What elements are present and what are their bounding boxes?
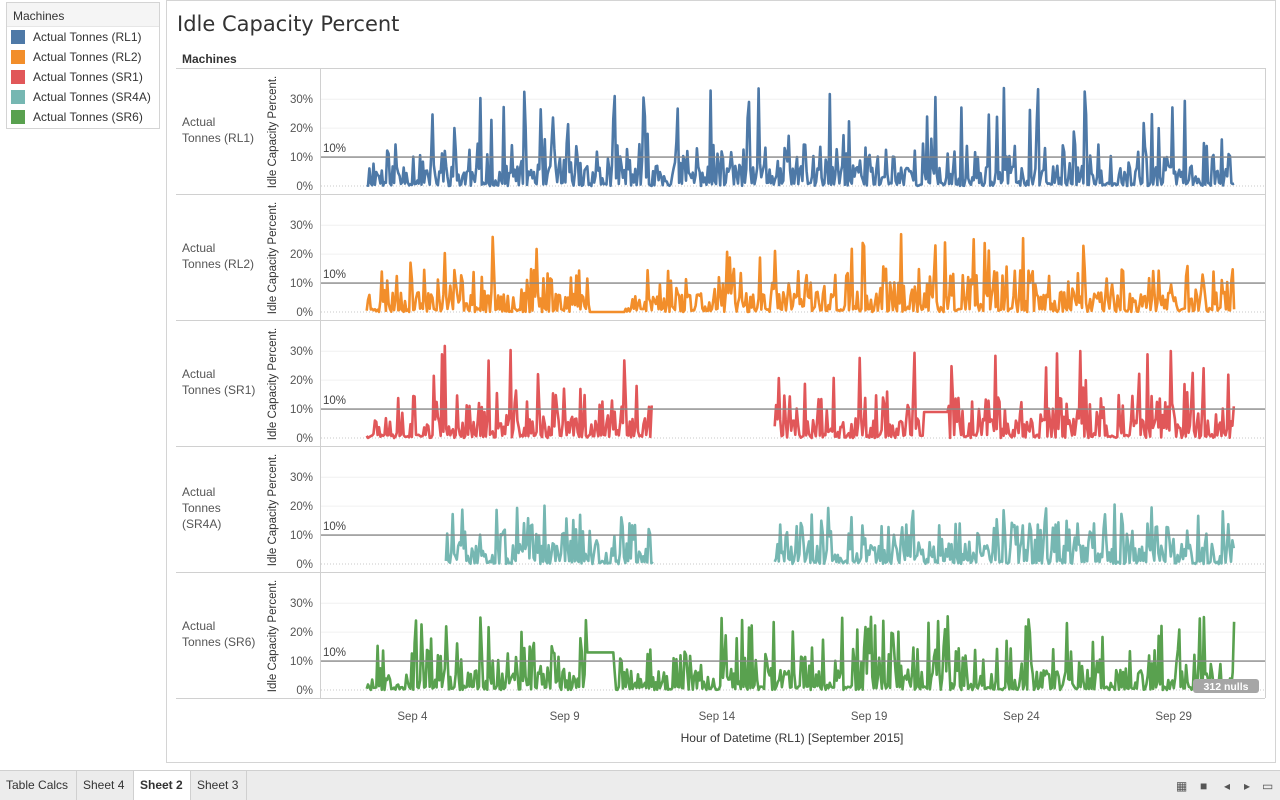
legend: Machines Actual Tonnes (RL1) Actual Tonne… bbox=[6, 2, 160, 129]
y-tick-label: 0% bbox=[296, 559, 313, 571]
series-line bbox=[365, 344, 1236, 440]
y-tick-label: 30% bbox=[290, 94, 313, 106]
y-tick-label: 0% bbox=[296, 307, 313, 319]
facet-header: Machines bbox=[182, 52, 237, 66]
legend-swatch bbox=[11, 110, 25, 124]
sheet-tab[interactable]: Sheet 4 bbox=[77, 771, 134, 800]
series-line bbox=[365, 232, 1236, 314]
y-tick-label: 30% bbox=[290, 598, 313, 610]
sheet-tab[interactable]: Sheet 3 bbox=[191, 771, 247, 800]
y-tick-label: 0% bbox=[296, 181, 313, 193]
reference-line-label: 10% bbox=[323, 395, 346, 407]
reference-line-label: 10% bbox=[323, 521, 346, 533]
row-label: Tonnes (RL2) bbox=[182, 257, 254, 271]
y-tick-label: 20% bbox=[290, 249, 313, 261]
row-label: Tonnes (RL1) bbox=[182, 131, 254, 145]
series-line bbox=[365, 615, 1236, 692]
y-tick-label: 30% bbox=[290, 472, 313, 484]
legend-label: Actual Tonnes (SR6) bbox=[33, 110, 143, 124]
legend-title: Machines bbox=[7, 3, 159, 27]
reference-line-label: 10% bbox=[323, 143, 346, 155]
chart-svg: Machines Actual Tonnes (RL1) Idle Capacity … bbox=[176, 52, 1266, 745]
y-tick-label: 30% bbox=[290, 220, 313, 232]
row-label: Actual bbox=[182, 485, 215, 499]
legend-label: Actual Tonnes (RL2) bbox=[33, 50, 142, 64]
y-tick-label: 20% bbox=[290, 501, 313, 513]
row-label: Tonnes bbox=[182, 501, 221, 515]
facet-panel: Actual Tonnes (RL1) Idle Capacity Percent.… bbox=[176, 68, 1265, 193]
series-line bbox=[366, 86, 1235, 188]
y-tick-label: 0% bbox=[296, 685, 313, 697]
y-tick-label: 0% bbox=[296, 433, 313, 445]
y-tick-label: 20% bbox=[290, 375, 313, 387]
next-sheet-icon[interactable]: ▸ bbox=[1244, 779, 1251, 793]
row-label: Actual bbox=[182, 241, 215, 255]
x-tick-label: Sep 24 bbox=[1003, 711, 1040, 723]
facet-panel: Actual Tonnes (SR6) Idle Capacity Percent.… bbox=[176, 572, 1265, 697]
filmstrip-icon[interactable]: ■ bbox=[1200, 779, 1208, 793]
x-tick-label: Sep 4 bbox=[397, 711, 428, 723]
row-label: Actual bbox=[182, 619, 215, 633]
y-axis-title: Idle Capacity Percent. bbox=[267, 202, 279, 315]
facet-panel: Actual Tonnes (RL2) Idle Capacity Percent.… bbox=[176, 194, 1265, 319]
row-label: Tonnes (SR1) bbox=[182, 383, 255, 397]
row-label: Tonnes (SR6) bbox=[182, 635, 255, 649]
sheet-tab-bar: Table Calcs Sheet 4 Sheet 2 Sheet 3 ▦ ■ ◂ ▸… bbox=[0, 770, 1280, 800]
y-tick-label: 10% bbox=[290, 152, 313, 164]
y-tick-label: 10% bbox=[290, 404, 313, 416]
x-tick-label: Sep 29 bbox=[1155, 711, 1191, 723]
facet-panel: Actual Tonnes (SR1) Idle Capacity Percent.… bbox=[176, 320, 1265, 445]
x-tick-label: Sep 14 bbox=[699, 711, 736, 723]
x-tick-label: Sep 9 bbox=[550, 711, 580, 723]
y-tick-label: 20% bbox=[290, 123, 313, 135]
legend-item[interactable]: Actual Tonnes (RL1) bbox=[7, 27, 159, 47]
legend-label: Actual Tonnes (SR1) bbox=[33, 70, 143, 84]
legend-swatch bbox=[11, 70, 25, 84]
legend-label: Actual Tonnes (SR4A) bbox=[33, 90, 151, 104]
x-tick-label: Sep 19 bbox=[851, 711, 887, 723]
y-axis-title: Idle Capacity Percent. bbox=[267, 454, 279, 567]
y-tick-label: 10% bbox=[290, 656, 313, 668]
legend-item[interactable]: Actual Tonnes (RL2) bbox=[7, 47, 159, 67]
reference-line-label: 10% bbox=[323, 647, 346, 659]
reference-line-label: 10% bbox=[323, 269, 346, 281]
legend-item[interactable]: Actual Tonnes (SR4A) bbox=[7, 87, 159, 107]
present-icon[interactable]: ▭ bbox=[1262, 779, 1274, 793]
series-line bbox=[444, 503, 1236, 566]
y-axis-title: Idle Capacity Percent. bbox=[267, 328, 279, 441]
y-tick-label: 10% bbox=[290, 530, 313, 542]
prev-sheet-icon[interactable]: ◂ bbox=[1224, 779, 1231, 793]
legend-swatch bbox=[11, 90, 25, 104]
null-indicator-badge bbox=[1193, 679, 1259, 693]
row-label: Actual bbox=[182, 367, 215, 381]
legend-item[interactable]: Actual Tonnes (SR6) bbox=[7, 107, 159, 127]
row-label: (SR4A) bbox=[182, 517, 221, 531]
sheet-tab[interactable]: Sheet 2 bbox=[134, 771, 191, 800]
y-axis-title: Idle Capacity Percent. bbox=[267, 76, 279, 189]
legend-swatch bbox=[11, 30, 25, 44]
x-axis-title: Hour of Datetime (RL1) [September 2015] bbox=[681, 731, 904, 745]
legend-item[interactable]: Actual Tonnes (SR1) bbox=[7, 67, 159, 87]
legend-label: Actual Tonnes (RL1) bbox=[33, 30, 142, 44]
grid-view-icon[interactable]: ▦ bbox=[1176, 779, 1188, 793]
legend-swatch bbox=[11, 50, 25, 64]
y-tick-label: 10% bbox=[290, 278, 313, 290]
chart-title: Idle Capacity Percent bbox=[177, 12, 400, 36]
y-axis-title: Idle Capacity Percent. bbox=[267, 580, 279, 693]
sheet-tab[interactable]: Table Calcs bbox=[0, 771, 77, 800]
row-label: Actual bbox=[182, 115, 215, 129]
null-indicator-label: 312 nulls bbox=[1204, 681, 1249, 693]
y-tick-label: 30% bbox=[290, 346, 313, 358]
facet-panel: Actual Tonnes (SR4A) Idle Capacity Percent.… bbox=[176, 446, 1265, 571]
y-tick-label: 20% bbox=[290, 627, 313, 639]
